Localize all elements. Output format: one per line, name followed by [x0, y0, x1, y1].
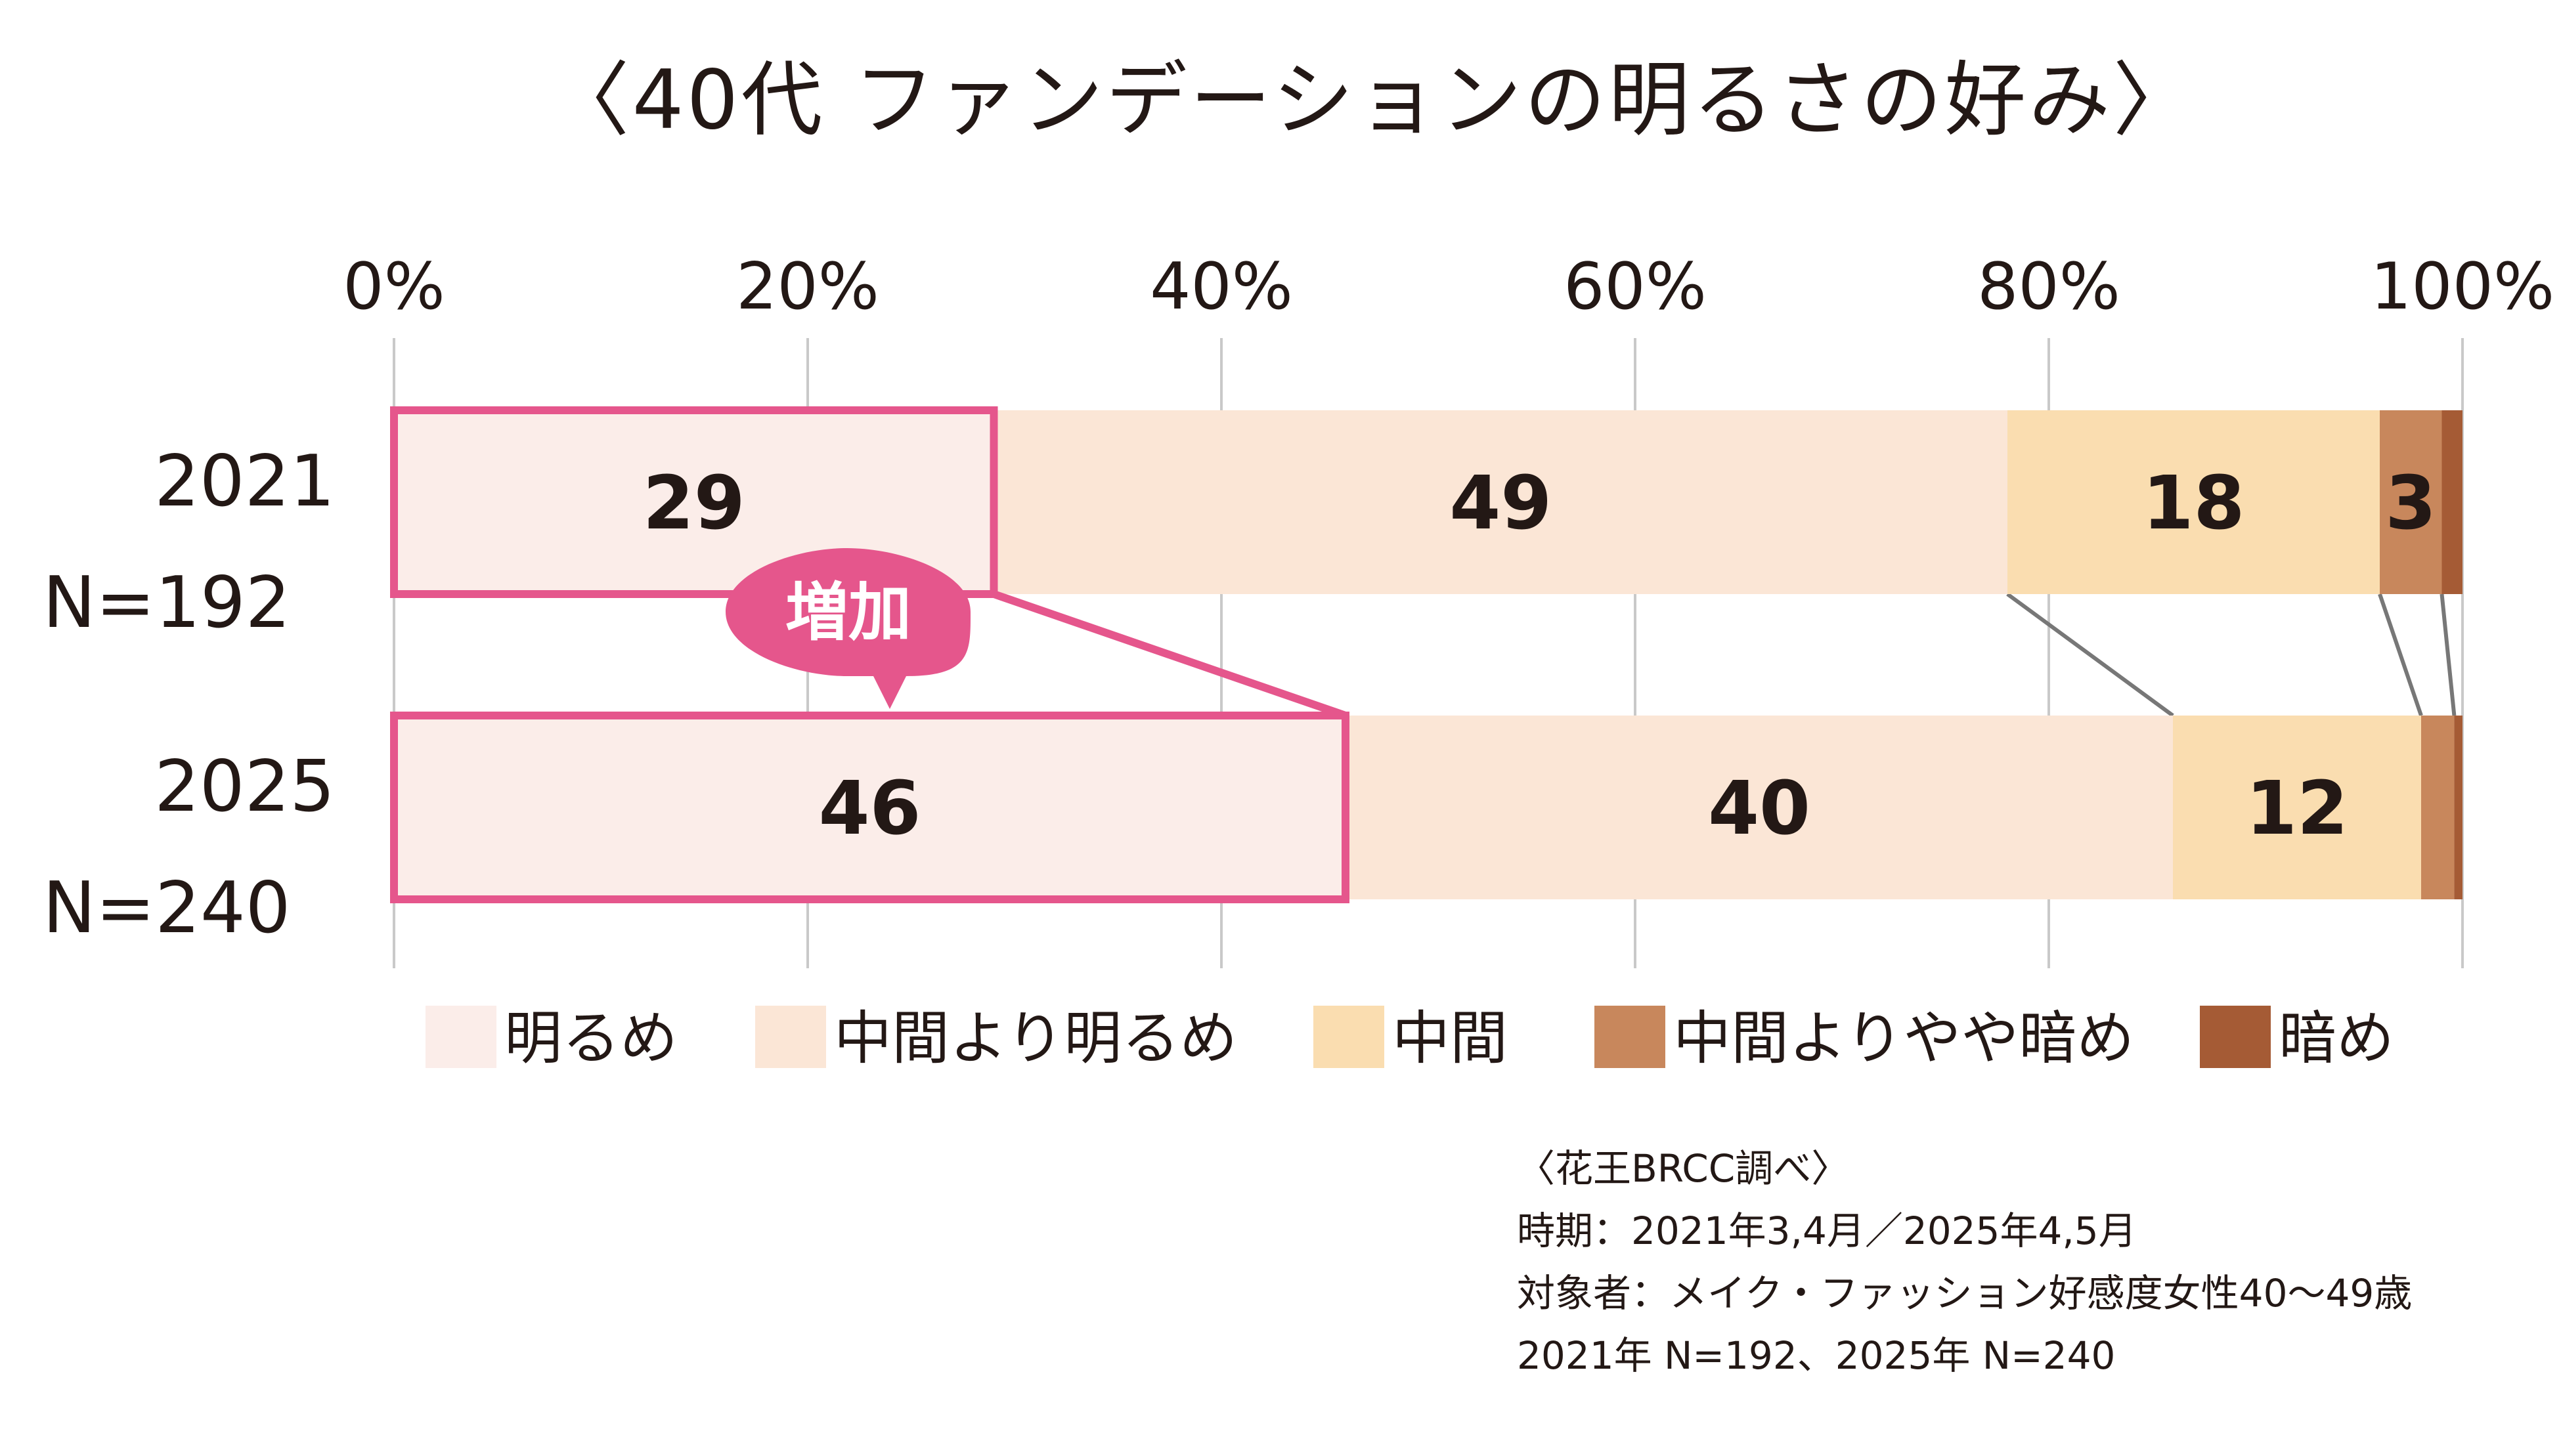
source-line-4: 2021年 N=192、2025年 N=240 [1517, 1333, 2115, 1378]
bar-segment [2421, 716, 2455, 899]
highlight-box-2025 [390, 712, 1349, 903]
data-label: 18 [2143, 461, 2245, 546]
connector-lines [2006, 592, 2457, 717]
x-tick-label: 20% [736, 249, 879, 324]
row-year-label: 2021 [154, 440, 335, 523]
bar-segment [2173, 716, 2421, 899]
callout-bubble: 増加 [726, 548, 971, 709]
legend-swatch [755, 1006, 826, 1068]
callout-text: 増加 [785, 576, 911, 649]
legend-label: 中間よりやや暗め [1673, 1004, 2134, 1072]
connector-line [2006, 592, 2174, 717]
x-axis-ticks: 0% 20% 40% 60% 80% 100% [343, 249, 2554, 324]
x-tick-label: 100% [2371, 249, 2554, 324]
source-line-1: 〈花王BRCC調べ〉 [1517, 1146, 1849, 1191]
data-label: 12 [2246, 766, 2348, 851]
x-tick-label: 40% [1150, 249, 1293, 324]
legend-swatch [426, 1006, 496, 1068]
data-label: 29 [643, 461, 745, 546]
data-label: 49 [1449, 461, 1552, 546]
bars: 29 49 18 3 46 40 12 [394, 410, 2462, 899]
bar-segment [2007, 410, 2380, 594]
bar-segment [2380, 410, 2442, 594]
bar-segment [1346, 716, 2173, 899]
legend-swatch [1313, 1006, 1384, 1068]
legend-label: 中間 [1392, 1004, 1508, 1072]
legend-label: 明るめ [504, 1004, 678, 1072]
row-year-label: 2025 [154, 746, 335, 828]
connector-line [2378, 593, 2423, 716]
bar-segment [994, 410, 2007, 594]
source-line-2: 時期：2021年3,4月／2025年4,5月 [1517, 1209, 2137, 1253]
row-n-label: N=192 [43, 562, 290, 644]
data-label: 3 [2385, 461, 2436, 546]
legend-label: 暗め [2279, 1004, 2394, 1072]
chart-title: 〈40代 ファンデーションの明るさの好み〉 [548, 53, 2197, 148]
highlight-boxes [390, 406, 1349, 903]
source-line-3: 対象者：メイク・ファッション好感度女性40〜49歳 [1517, 1271, 2412, 1316]
bar-segment [394, 716, 1346, 899]
connector-line [2440, 593, 2457, 716]
row-n-label: N=240 [43, 867, 290, 949]
callout-bubble-shape [726, 548, 971, 709]
x-tick-label: 60% [1564, 249, 1707, 324]
highlight-connector [992, 590, 1347, 719]
legend: 明るめ 中間より明るめ 中間 中間よりやや暗め 暗め [426, 1004, 2394, 1072]
highlight-box-2021 [390, 406, 998, 598]
bar-segment [2454, 716, 2462, 899]
legend-swatch [1594, 1006, 1665, 1068]
data-label: 40 [1708, 766, 1810, 851]
source-note: 〈花王BRCC調べ〉 時期：2021年3,4月／2025年4,5月 対象者：メイ… [1517, 1146, 2412, 1378]
bar-segment [2441, 410, 2462, 594]
data-label: 46 [819, 766, 921, 851]
row-labels: 2021 N=192 2025 N=240 [43, 440, 335, 949]
x-tick-label: 0% [343, 249, 445, 324]
x-tick-label: 80% [1977, 249, 2120, 324]
legend-label: 中間より明るめ [834, 1004, 1237, 1072]
legend-swatch [2200, 1006, 2271, 1068]
